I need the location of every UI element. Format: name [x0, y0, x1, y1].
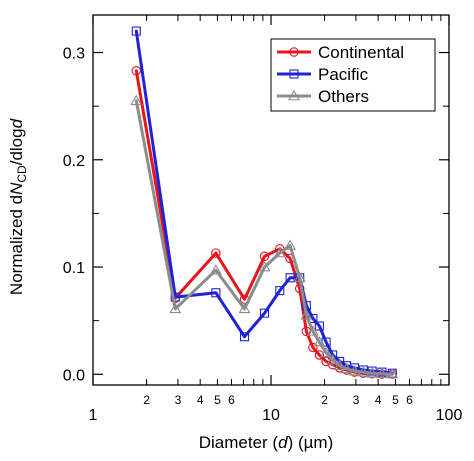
- data-point: [314, 350, 325, 360]
- data-point: [285, 273, 295, 283]
- data-point: [367, 366, 377, 376]
- legend-item-others: Others: [277, 87, 369, 106]
- data-point: [313, 335, 326, 347]
- x-minor-tick-label: 4: [197, 393, 204, 407]
- y-axis-title: Normalized dNCD/dlogd: [7, 118, 29, 295]
- x-minor-tick-label: 2: [143, 393, 150, 407]
- data-point: [289, 47, 299, 57]
- y-tick-label: 0.0: [63, 367, 85, 384]
- data-point: [258, 260, 271, 272]
- data-point: [340, 362, 353, 374]
- data-point: [333, 359, 346, 370]
- data-point: [326, 354, 339, 365]
- series-layer: [130, 26, 399, 379]
- x-minor-tick-label: 3: [353, 393, 360, 407]
- x-minor-tick-label: 2: [321, 393, 328, 407]
- data-point: [375, 367, 388, 379]
- x-tick-label: 100: [436, 407, 463, 424]
- data-point: [293, 271, 306, 283]
- x-tick-label: 1: [89, 407, 98, 424]
- legend-item-pacific: Pacific: [277, 65, 369, 84]
- x-minor-tick-label: 6: [228, 393, 235, 407]
- x-minor-tick-label: 6: [406, 393, 413, 407]
- y-tick-label: 0.2: [63, 153, 85, 170]
- data-point: [284, 239, 297, 250]
- data-point: [131, 26, 141, 36]
- data-point: [314, 321, 324, 331]
- y-tick-label: 0.1: [63, 260, 85, 277]
- legend: Continental Pacific Others: [270, 38, 436, 112]
- data-point: [260, 308, 270, 318]
- series-continental: [131, 66, 398, 379]
- legend-item-continental: Continental: [277, 43, 404, 62]
- data-point: [211, 288, 221, 298]
- data-point: [239, 332, 250, 342]
- data-point: [209, 264, 222, 275]
- data-point: [348, 364, 361, 376]
- x-minor-tick-label: 3: [175, 393, 182, 407]
- data-point: [273, 246, 286, 258]
- data-point: [366, 367, 379, 378]
- x-minor-tick-label: 5: [214, 393, 221, 407]
- legend-label: Others: [318, 87, 369, 106]
- y-tick-label: 0.3: [63, 46, 85, 63]
- data-point: [306, 325, 319, 336]
- legend-label: Continental: [318, 43, 404, 62]
- x-minor-tick-label: 4: [375, 393, 382, 407]
- data-point: [320, 346, 333, 358]
- data-point: [211, 248, 221, 258]
- data-point: [288, 89, 300, 101]
- data-point: [308, 342, 318, 353]
- data-point: [238, 302, 251, 314]
- data-point: [357, 366, 370, 377]
- data-point: [300, 309, 313, 320]
- data-point: [131, 66, 142, 76]
- series-line: [134, 99, 394, 376]
- data-point: [386, 367, 399, 379]
- data-point: [259, 251, 270, 262]
- legend-label: Pacific: [318, 65, 369, 84]
- data-point: [130, 94, 143, 106]
- data-point: [275, 286, 285, 296]
- x-minor-tick-label: 5: [392, 393, 399, 407]
- x-axis-title: Diameter (d) (µm): [199, 433, 334, 452]
- data-point: [358, 365, 368, 375]
- data-point: [169, 302, 182, 314]
- data-point: [289, 69, 299, 79]
- x-tick-label: 10: [262, 407, 280, 424]
- series-others: [130, 94, 399, 379]
- series-line: [134, 69, 394, 376]
